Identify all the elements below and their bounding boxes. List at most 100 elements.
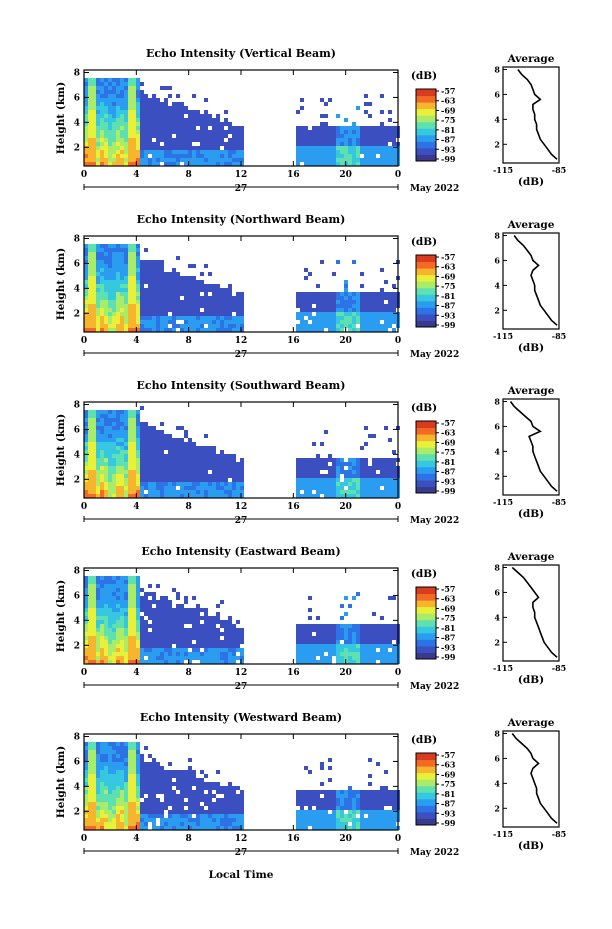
heatmap-cell	[116, 470, 120, 474]
heatmap-cell	[92, 114, 96, 118]
heatmap-cell	[324, 494, 328, 498]
heatmap-cell	[236, 474, 240, 478]
heatmap-cell	[376, 486, 380, 490]
heatmap-cell	[112, 604, 116, 608]
heatmap-cell	[168, 442, 172, 446]
heatmap-cell	[156, 770, 160, 774]
heatmap-cell	[104, 806, 108, 810]
heatmap-cell	[180, 450, 184, 454]
heatmap-cell	[204, 122, 208, 126]
heatmap-cell	[232, 162, 236, 166]
heatmap-cell	[332, 818, 336, 822]
heatmap-cell	[128, 414, 132, 418]
heatmap-cell	[224, 620, 228, 624]
heatmap-cell	[160, 616, 164, 620]
heatmap-cell	[168, 770, 172, 774]
heatmap-cell	[132, 446, 136, 450]
heatmap-cell	[96, 814, 100, 818]
heatmap-cell	[140, 426, 144, 430]
heatmap-cell	[168, 486, 172, 490]
heatmap-cell	[140, 288, 144, 292]
heatmap-cell	[228, 316, 232, 320]
heatmap-cell	[372, 636, 376, 640]
heatmap-cell	[384, 304, 388, 308]
heatmap-cell	[100, 660, 104, 664]
colorbar-unit: (dB)	[411, 70, 437, 82]
heatmap-cell	[144, 154, 148, 158]
heatmap-cell	[324, 656, 328, 660]
day-label: 27	[235, 350, 248, 360]
heatmap-cell	[236, 818, 240, 822]
heatmap-cell	[96, 482, 100, 486]
heatmap-cell	[156, 264, 160, 268]
heatmap-cell	[200, 798, 204, 802]
heatmap-cell	[88, 584, 92, 588]
heatmap-cell	[128, 802, 132, 806]
heatmap-cell	[176, 774, 180, 778]
heatmap-cell	[204, 454, 208, 458]
heatmap-cell	[124, 442, 128, 446]
heatmap-cell	[120, 608, 124, 612]
heatmap-cell	[196, 118, 200, 122]
heatmap-cell	[204, 490, 208, 494]
heatmap-cell	[360, 794, 364, 798]
heatmap-cell	[180, 106, 184, 110]
heatmap-cell	[128, 790, 132, 794]
heatmap-cell	[360, 150, 364, 154]
heatmap-cell	[160, 766, 164, 770]
heatmap-cell	[160, 802, 164, 806]
heatmap-cell	[136, 580, 140, 584]
heatmap-cell	[380, 268, 384, 272]
heatmap-cell	[224, 458, 228, 462]
heatmap-cell	[324, 640, 328, 644]
heatmap-cell	[176, 106, 180, 110]
heatmap-cell	[160, 806, 164, 810]
heatmap-cell	[164, 466, 168, 470]
heatmap-cell	[308, 656, 312, 660]
heatmap-cell	[320, 628, 324, 632]
heatmap-cell	[180, 786, 184, 790]
heatmap-cell	[172, 114, 176, 118]
heatmap-cell	[208, 628, 212, 632]
heatmap-cell	[236, 810, 240, 814]
heatmap-cell	[168, 328, 172, 332]
heatmap-cell	[120, 628, 124, 632]
heatmap-cell	[308, 474, 312, 478]
heatmap-cell	[300, 494, 304, 498]
heatmap-cell	[368, 126, 372, 130]
heatmap-cell	[232, 628, 236, 632]
heatmap-cell	[160, 636, 164, 640]
heatmap-cell	[184, 316, 188, 320]
heatmap-cell	[164, 640, 168, 644]
heatmap-cell	[328, 454, 332, 458]
heatmap-cell	[100, 410, 104, 414]
heatmap-cell	[232, 134, 236, 138]
heatmap-cell	[160, 596, 164, 600]
heatmap-cell	[216, 138, 220, 142]
heatmap-cell	[340, 320, 344, 324]
heatmap-cell	[124, 446, 128, 450]
heatmap-cell	[336, 798, 340, 802]
heatmap-cell	[164, 486, 168, 490]
heatmap-cell	[212, 806, 216, 810]
heatmap-cell	[172, 146, 176, 150]
heatmap-cell	[168, 466, 172, 470]
heatmap-cell	[156, 114, 160, 118]
heatmap-cell	[140, 90, 144, 94]
heatmap-cell	[168, 660, 172, 664]
average-x-tick-label: -115	[493, 663, 513, 673]
heatmap-cell	[216, 312, 220, 316]
heatmap-cell	[108, 272, 112, 276]
heatmap-cell	[100, 154, 104, 158]
heatmap-cell	[368, 810, 372, 814]
heatmap-cell	[156, 296, 160, 300]
heatmap-cell	[180, 300, 184, 304]
heatmap-cell	[84, 292, 88, 296]
heatmap-cell	[132, 462, 136, 466]
heatmap-cell	[100, 814, 104, 818]
heatmap-cell	[308, 640, 312, 644]
heatmap-cell	[388, 296, 392, 300]
heatmap-cell	[132, 474, 136, 478]
heatmap-cell	[156, 466, 160, 470]
heatmap-cell	[116, 802, 120, 806]
